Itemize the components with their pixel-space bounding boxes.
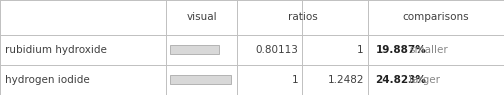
- Text: comparisons: comparisons: [403, 12, 469, 22]
- Text: 1: 1: [292, 75, 298, 85]
- Text: 1: 1: [357, 45, 364, 55]
- Text: 1.2482: 1.2482: [328, 75, 364, 85]
- Text: ratios: ratios: [287, 12, 318, 22]
- Text: larger: larger: [409, 75, 440, 85]
- Bar: [170, 75, 231, 84]
- Text: visual: visual: [186, 12, 217, 22]
- Text: 19.887%: 19.887%: [375, 45, 426, 55]
- Text: 24.823%: 24.823%: [375, 75, 426, 85]
- Bar: [170, 45, 219, 54]
- Text: smaller: smaller: [409, 45, 448, 55]
- Text: rubidium hydroxide: rubidium hydroxide: [5, 45, 107, 55]
- Text: hydrogen iodide: hydrogen iodide: [5, 75, 90, 85]
- Text: 0.80113: 0.80113: [256, 45, 298, 55]
